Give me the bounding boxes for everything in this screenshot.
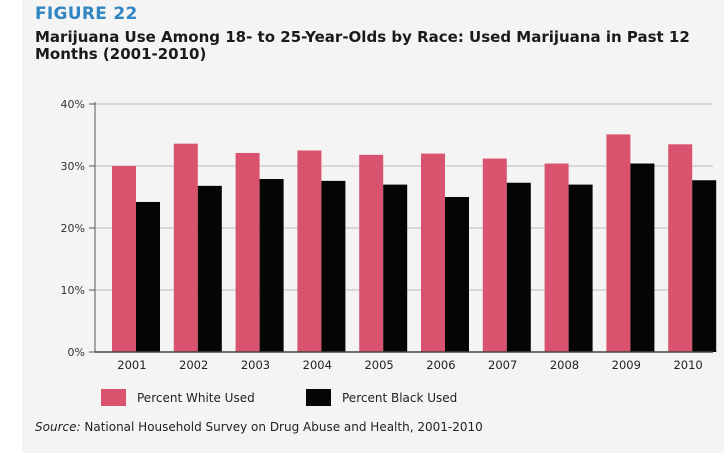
legend-label: Percent Black Used [342,391,457,405]
bar-black [136,201,160,352]
bar-white [421,153,445,352]
x-tick-label: 2007 [488,358,517,372]
axes: 0% 10% 20% 30% 40% 2001 2002 2003 2004 2005 2006 20… [61,98,713,372]
bar-black [259,179,284,352]
bar-black [197,185,222,352]
bar-white [112,166,136,352]
x-tick-label: 2008 [550,358,579,372]
legend: Percent White Used Percent Black Used [101,389,457,406]
x-tick-label: 2003 [241,358,270,372]
bar-white [173,143,198,352]
source-label: Source: [35,420,81,434]
bar-white [235,152,260,352]
x-tick-label: 2001 [117,358,146,372]
x-tick-label: 2009 [612,358,641,372]
bar-black [321,180,346,352]
x-tick-label: 2004 [303,358,332,372]
y-tick-label: 10% [61,284,85,297]
bar-black [445,197,469,352]
bar-white [297,150,322,352]
bar-white [668,144,693,352]
x-tick-label: 2005 [364,358,393,372]
figure-label: FIGURE 22 [35,4,138,24]
bar-white [359,154,384,352]
bar-white [606,134,631,352]
x-tick-label: 2006 [426,358,455,372]
y-tick-label: 40% [61,98,85,111]
bar-black [630,163,655,352]
source-note: Source: National Household Survey on Dru… [35,420,483,434]
y-tick-label: 20% [61,222,85,235]
chart-title: Marijuana Use Among 18- to 25-Year-Olds … [35,28,690,63]
legend-swatch [101,389,126,406]
bar-black [568,184,593,352]
source-text: National Household Survey on Drug Abuse … [84,420,483,434]
bars [112,134,717,352]
x-tick-label: 2002 [179,358,208,372]
legend-swatch [306,389,331,406]
y-tick-label: 30% [61,160,85,173]
bar-white [482,158,507,352]
bar-black [383,184,408,352]
legend-label: Percent White Used [137,391,255,405]
bar-black [692,180,717,352]
x-tick-label: 2010 [673,358,702,372]
bar-black [506,182,531,352]
bar-white [544,163,569,352]
y-tick-label: 0% [68,346,85,359]
